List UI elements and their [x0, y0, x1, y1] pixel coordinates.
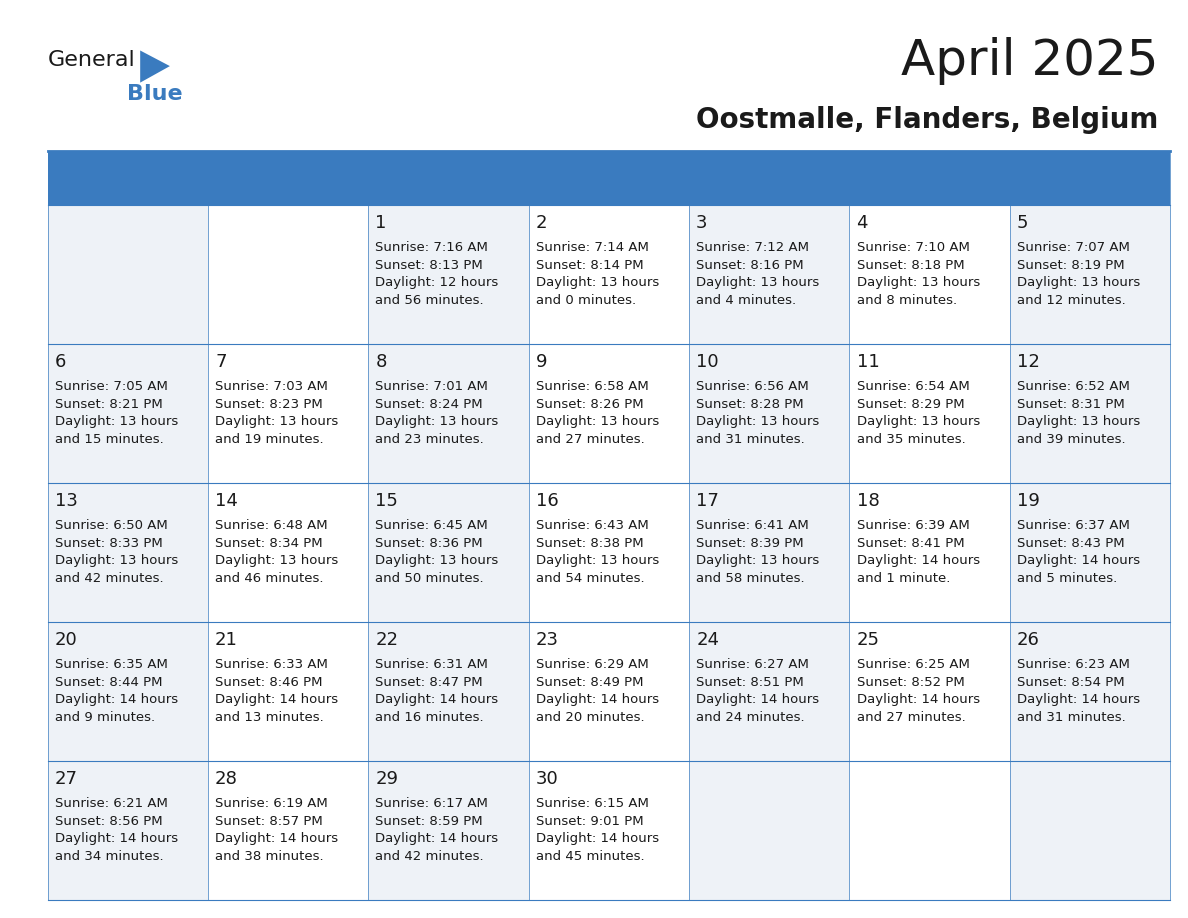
Text: 21: 21 — [215, 631, 238, 649]
Text: Sunrise: 6:37 AM
Sunset: 8:43 PM
Daylight: 14 hours
and 5 minutes.: Sunrise: 6:37 AM Sunset: 8:43 PM Dayligh… — [1017, 520, 1140, 585]
Text: Sunrise: 6:39 AM
Sunset: 8:41 PM
Daylight: 14 hours
and 1 minute.: Sunrise: 6:39 AM Sunset: 8:41 PM Dayligh… — [857, 520, 980, 585]
Text: Sunrise: 6:31 AM
Sunset: 8:47 PM
Daylight: 14 hours
and 16 minutes.: Sunrise: 6:31 AM Sunset: 8:47 PM Dayligh… — [375, 658, 499, 724]
Text: Sunrise: 7:03 AM
Sunset: 8:23 PM
Daylight: 13 hours
and 19 minutes.: Sunrise: 7:03 AM Sunset: 8:23 PM Dayligh… — [215, 380, 339, 446]
Text: 1: 1 — [375, 214, 387, 232]
Text: Thursday: Thursday — [702, 169, 785, 187]
Text: Blue: Blue — [127, 84, 183, 105]
Text: Sunrise: 6:58 AM
Sunset: 8:26 PM
Daylight: 13 hours
and 27 minutes.: Sunrise: 6:58 AM Sunset: 8:26 PM Dayligh… — [536, 380, 659, 446]
Text: Sunrise: 7:10 AM
Sunset: 8:18 PM
Daylight: 13 hours
and 8 minutes.: Sunrise: 7:10 AM Sunset: 8:18 PM Dayligh… — [857, 241, 980, 307]
Text: Sunday: Sunday — [61, 169, 127, 187]
Text: 26: 26 — [1017, 631, 1040, 649]
Text: 24: 24 — [696, 631, 719, 649]
Text: Friday: Friday — [862, 169, 917, 187]
Text: Sunrise: 7:14 AM
Sunset: 8:14 PM
Daylight: 13 hours
and 0 minutes.: Sunrise: 7:14 AM Sunset: 8:14 PM Dayligh… — [536, 241, 659, 307]
Text: Sunrise: 6:43 AM
Sunset: 8:38 PM
Daylight: 13 hours
and 54 minutes.: Sunrise: 6:43 AM Sunset: 8:38 PM Dayligh… — [536, 520, 659, 585]
Text: Sunrise: 6:52 AM
Sunset: 8:31 PM
Daylight: 13 hours
and 39 minutes.: Sunrise: 6:52 AM Sunset: 8:31 PM Dayligh… — [1017, 380, 1140, 446]
Text: 22: 22 — [375, 631, 398, 649]
Text: Sunrise: 6:33 AM
Sunset: 8:46 PM
Daylight: 14 hours
and 13 minutes.: Sunrise: 6:33 AM Sunset: 8:46 PM Dayligh… — [215, 658, 339, 724]
Text: 10: 10 — [696, 353, 719, 371]
Text: 2: 2 — [536, 214, 548, 232]
Text: 14: 14 — [215, 492, 238, 509]
Text: Wednesday: Wednesday — [542, 169, 646, 187]
Text: 12: 12 — [1017, 353, 1040, 371]
Text: 7: 7 — [215, 353, 227, 371]
Text: Sunrise: 6:17 AM
Sunset: 8:59 PM
Daylight: 14 hours
and 42 minutes.: Sunrise: 6:17 AM Sunset: 8:59 PM Dayligh… — [375, 798, 499, 863]
Text: 6: 6 — [55, 353, 67, 371]
Text: 28: 28 — [215, 770, 238, 788]
Text: 11: 11 — [857, 353, 879, 371]
Text: Sunrise: 6:56 AM
Sunset: 8:28 PM
Daylight: 13 hours
and 31 minutes.: Sunrise: 6:56 AM Sunset: 8:28 PM Dayligh… — [696, 380, 820, 446]
Text: Sunrise: 6:19 AM
Sunset: 8:57 PM
Daylight: 14 hours
and 38 minutes.: Sunrise: 6:19 AM Sunset: 8:57 PM Dayligh… — [215, 798, 339, 863]
Text: 15: 15 — [375, 492, 398, 509]
Text: 29: 29 — [375, 770, 398, 788]
Text: 3: 3 — [696, 214, 708, 232]
Text: 19: 19 — [1017, 492, 1040, 509]
Text: Sunrise: 7:12 AM
Sunset: 8:16 PM
Daylight: 13 hours
and 4 minutes.: Sunrise: 7:12 AM Sunset: 8:16 PM Dayligh… — [696, 241, 820, 307]
Polygon shape — [140, 50, 170, 83]
Text: Sunrise: 6:23 AM
Sunset: 8:54 PM
Daylight: 14 hours
and 31 minutes.: Sunrise: 6:23 AM Sunset: 8:54 PM Dayligh… — [1017, 658, 1140, 724]
Text: 17: 17 — [696, 492, 719, 509]
Text: Sunrise: 7:01 AM
Sunset: 8:24 PM
Daylight: 13 hours
and 23 minutes.: Sunrise: 7:01 AM Sunset: 8:24 PM Dayligh… — [375, 380, 499, 446]
Text: 9: 9 — [536, 353, 548, 371]
Text: Sunrise: 6:45 AM
Sunset: 8:36 PM
Daylight: 13 hours
and 50 minutes.: Sunrise: 6:45 AM Sunset: 8:36 PM Dayligh… — [375, 520, 499, 585]
Text: April 2025: April 2025 — [901, 37, 1158, 84]
Text: Sunrise: 6:29 AM
Sunset: 8:49 PM
Daylight: 14 hours
and 20 minutes.: Sunrise: 6:29 AM Sunset: 8:49 PM Dayligh… — [536, 658, 659, 724]
Text: Sunrise: 6:50 AM
Sunset: 8:33 PM
Daylight: 13 hours
and 42 minutes.: Sunrise: 6:50 AM Sunset: 8:33 PM Dayligh… — [55, 520, 178, 585]
Text: Oostmalle, Flanders, Belgium: Oostmalle, Flanders, Belgium — [696, 106, 1158, 134]
Text: Monday: Monday — [221, 169, 292, 187]
Text: Sunrise: 6:54 AM
Sunset: 8:29 PM
Daylight: 13 hours
and 35 minutes.: Sunrise: 6:54 AM Sunset: 8:29 PM Dayligh… — [857, 380, 980, 446]
Text: Sunrise: 6:35 AM
Sunset: 8:44 PM
Daylight: 14 hours
and 9 minutes.: Sunrise: 6:35 AM Sunset: 8:44 PM Dayligh… — [55, 658, 178, 724]
Text: Saturday: Saturday — [1023, 169, 1104, 187]
Text: Sunrise: 7:07 AM
Sunset: 8:19 PM
Daylight: 13 hours
and 12 minutes.: Sunrise: 7:07 AM Sunset: 8:19 PM Dayligh… — [1017, 241, 1140, 307]
Text: 18: 18 — [857, 492, 879, 509]
Text: 27: 27 — [55, 770, 77, 788]
Text: 20: 20 — [55, 631, 77, 649]
Text: Sunrise: 6:41 AM
Sunset: 8:39 PM
Daylight: 13 hours
and 58 minutes.: Sunrise: 6:41 AM Sunset: 8:39 PM Dayligh… — [696, 520, 820, 585]
Text: Sunrise: 7:16 AM
Sunset: 8:13 PM
Daylight: 12 hours
and 56 minutes.: Sunrise: 7:16 AM Sunset: 8:13 PM Dayligh… — [375, 241, 499, 307]
Text: 4: 4 — [857, 214, 868, 232]
Text: Sunrise: 6:21 AM
Sunset: 8:56 PM
Daylight: 14 hours
and 34 minutes.: Sunrise: 6:21 AM Sunset: 8:56 PM Dayligh… — [55, 798, 178, 863]
Text: Sunrise: 6:27 AM
Sunset: 8:51 PM
Daylight: 14 hours
and 24 minutes.: Sunrise: 6:27 AM Sunset: 8:51 PM Dayligh… — [696, 658, 820, 724]
Text: 16: 16 — [536, 492, 558, 509]
Text: General: General — [48, 50, 135, 71]
Text: 30: 30 — [536, 770, 558, 788]
Text: Sunrise: 6:25 AM
Sunset: 8:52 PM
Daylight: 14 hours
and 27 minutes.: Sunrise: 6:25 AM Sunset: 8:52 PM Dayligh… — [857, 658, 980, 724]
Text: 13: 13 — [55, 492, 77, 509]
Text: 5: 5 — [1017, 214, 1029, 232]
Text: Sunrise: 7:05 AM
Sunset: 8:21 PM
Daylight: 13 hours
and 15 minutes.: Sunrise: 7:05 AM Sunset: 8:21 PM Dayligh… — [55, 380, 178, 446]
Text: 23: 23 — [536, 631, 558, 649]
Text: Tuesday: Tuesday — [381, 169, 455, 187]
Text: Sunrise: 6:48 AM
Sunset: 8:34 PM
Daylight: 13 hours
and 46 minutes.: Sunrise: 6:48 AM Sunset: 8:34 PM Dayligh… — [215, 520, 339, 585]
Text: Sunrise: 6:15 AM
Sunset: 9:01 PM
Daylight: 14 hours
and 45 minutes.: Sunrise: 6:15 AM Sunset: 9:01 PM Dayligh… — [536, 798, 659, 863]
Text: 8: 8 — [375, 353, 387, 371]
Text: 25: 25 — [857, 631, 879, 649]
